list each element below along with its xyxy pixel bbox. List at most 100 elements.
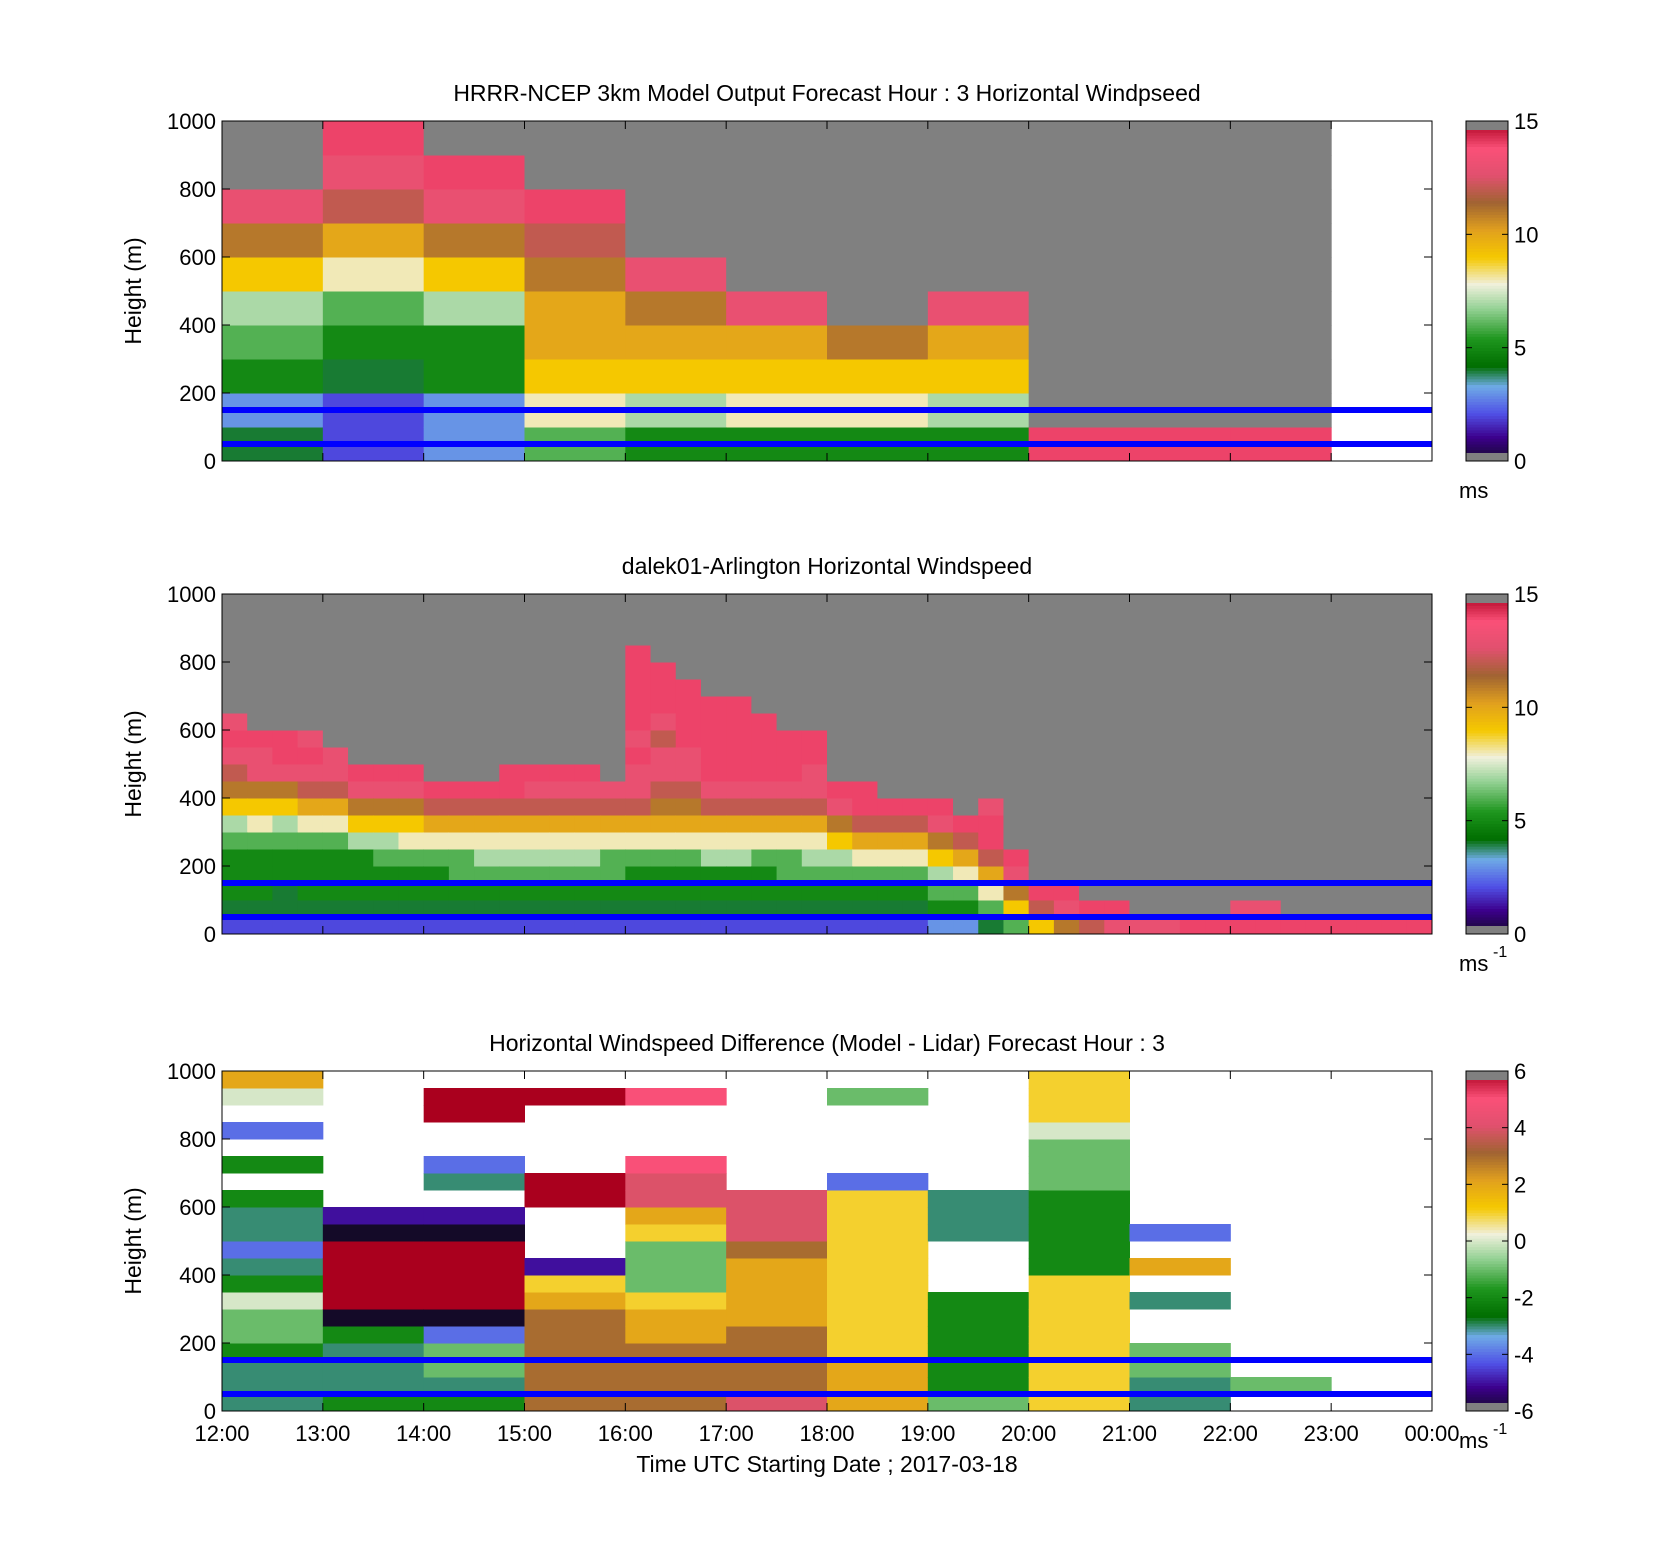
- data-cell: [499, 747, 525, 765]
- data-cell: [373, 798, 399, 816]
- data-cell: [549, 832, 576, 850]
- colorbar-segment: [1466, 217, 1508, 221]
- data-cell: [222, 189, 324, 224]
- data-cell: [625, 713, 652, 731]
- data-cell: [927, 679, 954, 697]
- data-cell: [423, 611, 450, 629]
- data-cell: [927, 849, 954, 867]
- data-cell: [726, 1394, 828, 1412]
- colorbar-segment: [1466, 849, 1508, 853]
- data-cell: [549, 696, 576, 714]
- data-cell: [1280, 645, 1307, 663]
- data-cell: [1305, 798, 1332, 816]
- data-cell: [222, 291, 324, 326]
- data-cell: [927, 1207, 1030, 1225]
- data-cell: [927, 764, 954, 782]
- data-cell: [222, 121, 324, 156]
- data-cell: [675, 611, 702, 629]
- data-cell: [549, 815, 576, 833]
- data-cell: [222, 1207, 324, 1225]
- data-cell: [927, 611, 954, 629]
- data-cell: [1129, 832, 1156, 850]
- data-cell: [272, 883, 299, 901]
- data-cell: [222, 781, 248, 799]
- data-cell: [776, 866, 803, 884]
- data-cell: [524, 1088, 626, 1106]
- colorbar-segment: [1466, 679, 1508, 683]
- data-cell: [474, 645, 500, 663]
- colorbar-segment: [1466, 223, 1508, 227]
- data-cell: [1230, 696, 1257, 714]
- data-cell: [1406, 849, 1433, 867]
- data-cell: [1028, 645, 1055, 663]
- colorbar-segment: [1466, 1184, 1508, 1188]
- data-cell: [726, 696, 752, 714]
- data-cell: [398, 849, 425, 867]
- data-cell: [978, 781, 1004, 799]
- data-cell: [348, 781, 374, 799]
- colorbar-segment: [1466, 1116, 1508, 1120]
- data-cell: [1129, 815, 1156, 833]
- colorbar-segment: [1466, 1263, 1508, 1267]
- data-cell: [927, 747, 954, 765]
- data-cell: [524, 679, 551, 697]
- data-cell: [348, 713, 374, 731]
- data-cell: [322, 1309, 425, 1327]
- colorbar-segment: [1466, 795, 1508, 799]
- data-cell: [499, 662, 525, 680]
- colorbar-segment: [1466, 1113, 1508, 1117]
- data-cell: [373, 611, 399, 629]
- colorbar-segment: [1466, 919, 1508, 924]
- data-cell: [625, 798, 652, 816]
- data-cell: [297, 815, 324, 833]
- data-cell: [247, 781, 273, 799]
- data-cell: [801, 883, 828, 901]
- colorbar-segment: [1466, 356, 1508, 360]
- data-cell: [499, 696, 525, 714]
- colorbar-segment: [1466, 650, 1508, 654]
- data-cell: [953, 815, 979, 833]
- data-cell: [827, 189, 929, 224]
- colorbar-segment: [1466, 234, 1508, 238]
- data-cell: [322, 747, 349, 765]
- data-cell: [1028, 611, 1055, 629]
- data-cell: [222, 223, 324, 258]
- data-cell: [726, 764, 752, 782]
- data-cell: [801, 815, 828, 833]
- data-cell: [1230, 359, 1332, 394]
- colorbar-segment: [1466, 398, 1508, 402]
- data-cell: [953, 713, 979, 731]
- colorbar-segment: [1466, 817, 1508, 822]
- colorbar-segment: [1466, 373, 1508, 377]
- data-cell: [272, 798, 299, 816]
- data-cell: [852, 730, 878, 748]
- data-cell: [1053, 628, 1080, 646]
- data-cell: [423, 1258, 525, 1276]
- colorbar-segment: [1466, 1289, 1508, 1293]
- x-axis-label: Time UTC Starting Date ; 2017-03-18: [636, 1451, 1017, 1477]
- data-cell: [499, 730, 525, 748]
- colorbar-segment: [1466, 288, 1508, 292]
- colorbar-segment: [1466, 1150, 1508, 1154]
- data-cell: [625, 1224, 727, 1242]
- data-cell: [801, 832, 828, 850]
- y-tick-label: 600: [179, 1195, 216, 1220]
- data-cell: [1028, 747, 1055, 765]
- y-axis-label: Height (m): [120, 710, 146, 817]
- data-cell: [272, 849, 299, 867]
- data-cell: [448, 713, 475, 731]
- data-cell: [423, 883, 450, 901]
- data-cell: [902, 611, 929, 629]
- data-cell: [852, 917, 878, 935]
- colorbar-segment: [1466, 701, 1508, 705]
- data-cell: [272, 747, 299, 765]
- data-cell: [1255, 747, 1282, 765]
- data-cell: [1230, 713, 1257, 731]
- data-cell: [398, 730, 425, 748]
- colorbar-segment: [1466, 339, 1508, 343]
- data-cell: [1104, 815, 1130, 833]
- data-cell: [1230, 866, 1257, 884]
- data-cell: [1028, 798, 1055, 816]
- data-cell: [1053, 594, 1080, 612]
- data-cell: [1179, 645, 1206, 663]
